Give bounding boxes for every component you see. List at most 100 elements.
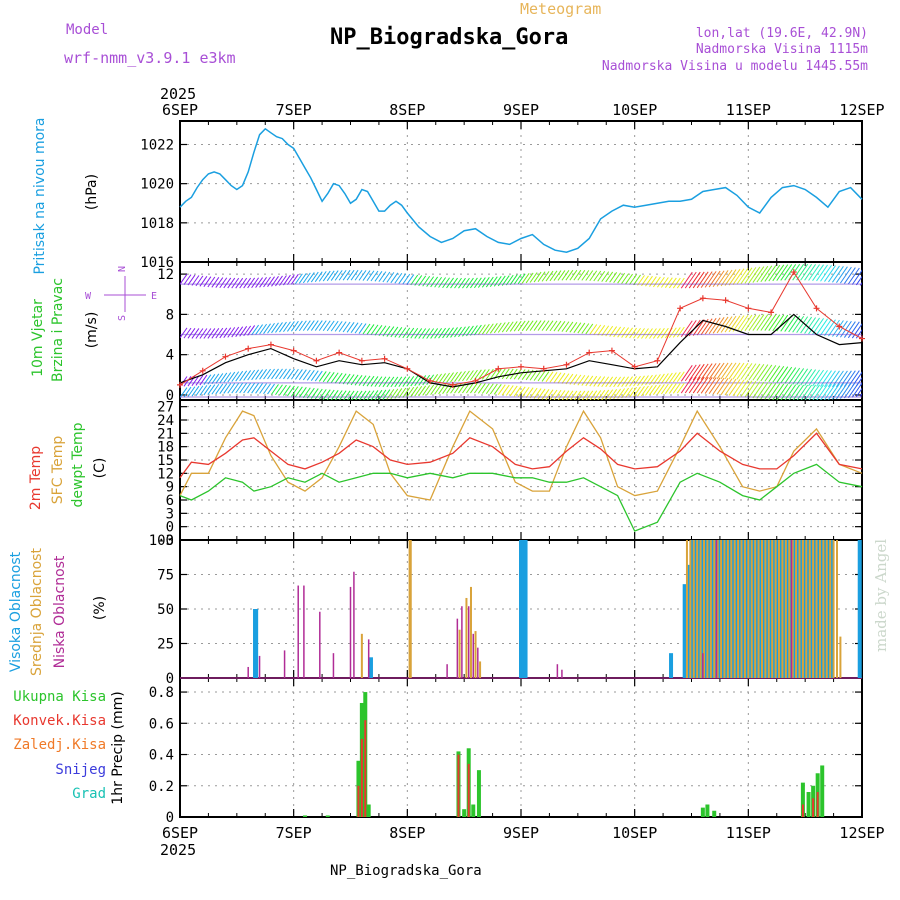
- wind-barb: [378, 376, 387, 388]
- wind-barb: [812, 369, 824, 387]
- pressure-line: [179, 127, 863, 253]
- product-label: Meteogram: [520, 0, 601, 18]
- wind-barb: [561, 269, 570, 281]
- wind-barb: [366, 375, 375, 387]
- wind-barb: [251, 369, 260, 381]
- wind-barb: [784, 315, 797, 332]
- wind-barb: [800, 263, 813, 281]
- wind-barb: [589, 270, 598, 282]
- wind-barb: [549, 270, 558, 282]
- low-cloud-bar: [472, 633, 475, 678]
- wind-barb: [557, 270, 566, 281]
- wind-barb: [438, 277, 447, 288]
- mid-cloud-bar: [757, 540, 760, 678]
- low-cloud-bar: [702, 653, 704, 678]
- wind-barb: [708, 317, 721, 335]
- wind-ylabel2: Brzina i Pravac: [50, 278, 66, 382]
- gust-marker: [677, 305, 684, 312]
- wind-barb: [298, 386, 307, 398]
- gust-marker: [449, 381, 456, 388]
- temp-ylabel3: dewpt Temp: [70, 422, 86, 507]
- wind-barb: [481, 383, 490, 394]
- high-cloud-bar: [757, 540, 762, 678]
- wind-barbs: [180, 263, 862, 400]
- wind-barb: [287, 274, 295, 285]
- mid-cloud-bar: [743, 540, 746, 678]
- wind-barb: [263, 276, 271, 288]
- wind-barb: [362, 390, 371, 400]
- year-bottom: 2025: [160, 841, 196, 859]
- wind-barb: [748, 266, 761, 284]
- wind-barb: [235, 370, 244, 382]
- wind-barb: [688, 376, 701, 394]
- wind-barb: [259, 277, 267, 288]
- x-tick-label-top: 6SEP: [162, 101, 198, 119]
- high-cloud-bar: [720, 540, 725, 678]
- wind-barb: [676, 277, 685, 289]
- wind-barb: [633, 386, 641, 398]
- wind-barb: [597, 389, 606, 400]
- wind-barb: [816, 384, 828, 400]
- mid-cloud-bar: [747, 540, 750, 678]
- wind-barb: [517, 320, 526, 332]
- wind-barb: [529, 320, 538, 331]
- wind-barb: [577, 269, 586, 281]
- wind-barb: [836, 266, 848, 283]
- mid-cloud-bar: [832, 540, 835, 678]
- wind-barb: [557, 390, 566, 400]
- mid-cloud-bar: [767, 540, 770, 678]
- wind-barb: [346, 269, 355, 281]
- temp-ylabel2: SFC Temp: [50, 436, 66, 505]
- wind-barb: [402, 273, 411, 285]
- wind-barb: [736, 380, 749, 397]
- wind-barb: [816, 370, 828, 387]
- wind-barb: [454, 382, 462, 394]
- wind-barb: [609, 388, 618, 400]
- wind-barb: [792, 315, 805, 333]
- wind-barb: [489, 323, 498, 334]
- wind-barb: [187, 274, 196, 286]
- y-tick-label: 6: [166, 493, 174, 509]
- wind-barb: [370, 270, 379, 282]
- wind-barb: [390, 376, 399, 388]
- wind-barb: [537, 271, 546, 283]
- total-precip-bar: [462, 809, 467, 817]
- wind-barb: [394, 376, 403, 388]
- wind-barb: [290, 320, 299, 332]
- wind-barb: [398, 327, 407, 338]
- wind-barb: [410, 386, 419, 397]
- wind-barb: [223, 383, 232, 394]
- wind-barb: [187, 386, 196, 397]
- y-tick-label: 24: [157, 413, 174, 429]
- wind-barb: [362, 270, 371, 281]
- wind-barb: [736, 362, 749, 380]
- wind-barb: [668, 383, 677, 394]
- y-tick-label: 0: [166, 810, 174, 826]
- wind-barb: [334, 390, 343, 400]
- wind-barb: [680, 365, 693, 382]
- low-cloud-bar: [461, 606, 463, 678]
- wind-barb: [549, 389, 558, 400]
- legend-freezing-rain: Zaledj.Kisa: [13, 737, 106, 753]
- high-cloud-bar: [669, 653, 674, 678]
- wind-barb: [481, 323, 490, 335]
- x-tick-label-bottom: 11SEP: [726, 824, 771, 842]
- wind-barb: [426, 384, 435, 396]
- wind-barb: [466, 370, 474, 381]
- high-cloud-bar: [774, 540, 779, 678]
- y-tick-label: 4: [166, 348, 174, 364]
- wind-barb: [199, 385, 208, 396]
- wind-barb: [553, 320, 562, 332]
- wind-barb: [589, 324, 598, 335]
- wind-barb: [207, 276, 216, 288]
- wind-barb: [235, 277, 244, 289]
- wind-barb: [656, 328, 665, 339]
- high-cloud-bar: [812, 540, 817, 678]
- mid-cloud-bar: [805, 540, 808, 678]
- low-cloud-bar: [258, 655, 261, 678]
- wind-barb: [704, 363, 717, 380]
- mid-cloud-bar: [818, 540, 821, 678]
- wind-barb: [756, 265, 769, 283]
- high-cloud-bar: [692, 540, 697, 678]
- high-cloud-bar: [709, 540, 714, 678]
